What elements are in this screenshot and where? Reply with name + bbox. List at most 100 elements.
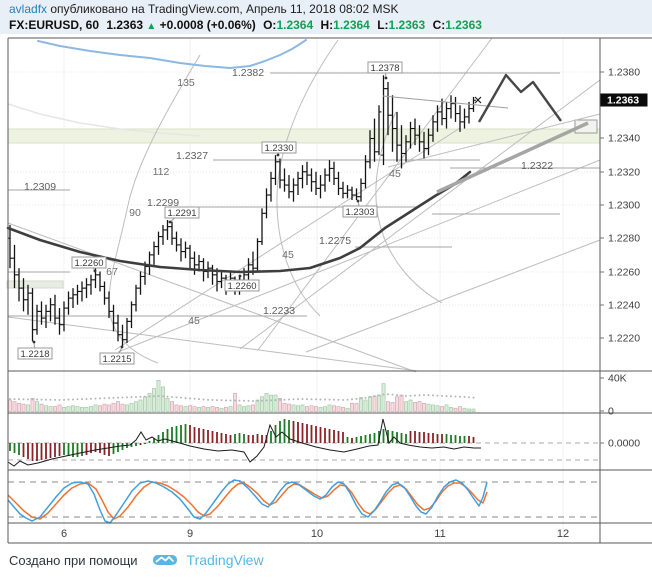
volume-ma-dot — [58, 398, 61, 401]
volume-ma-dot — [193, 397, 196, 400]
level-label: 1.2382 — [232, 67, 264, 79]
osc-histogram-bar — [166, 429, 169, 443]
volume-bar — [269, 394, 273, 412]
volume-bar — [206, 407, 210, 412]
price-axis[interactable] — [600, 38, 652, 543]
volume-ma-dot — [382, 393, 385, 396]
volume-bar — [300, 404, 305, 412]
osc-histogram-bar — [238, 433, 241, 443]
volume-bar — [291, 404, 296, 412]
pale-ma — [7, 103, 201, 137]
osc-histogram-bar — [18, 443, 20, 455]
borders — [7, 37, 652, 544]
volume-bar — [138, 399, 143, 412]
volume-bar — [287, 403, 291, 412]
volume-bar — [93, 404, 98, 412]
volume-ma-dot — [310, 398, 313, 401]
volume-ma-dot — [85, 397, 88, 400]
volume-ma-dot — [211, 399, 214, 402]
volume-bar — [417, 401, 422, 412]
osc-histogram-bar — [243, 434, 245, 443]
osc-histogram-bar — [252, 435, 254, 443]
volume-bar — [62, 407, 66, 412]
osc-histogram-bar — [31, 443, 34, 461]
volume-ma-dot — [144, 395, 146, 398]
osc-histogram-bar — [315, 426, 317, 443]
volume-ma-dot — [391, 393, 394, 396]
volume-bar — [233, 393, 237, 412]
volume-ma-dot — [198, 398, 200, 401]
volume-bar — [471, 408, 476, 412]
tradingview-brand-link[interactable]: TradingView — [186, 552, 264, 568]
volume-ma-dot — [207, 398, 209, 401]
volume-bar — [179, 405, 183, 412]
osc-histogram-bar — [121, 443, 124, 450]
volume-ma-dot — [450, 395, 452, 398]
volume-ma-dot — [184, 397, 187, 400]
volume-ma-dot — [373, 395, 376, 398]
callout-box — [342, 205, 378, 218]
osc-histogram-bar — [256, 434, 259, 443]
volume-bar — [440, 406, 444, 412]
volume-bar — [273, 394, 278, 412]
volume-bar — [314, 406, 318, 412]
volume-ma-dot — [333, 398, 335, 401]
osc-histogram-bar — [337, 431, 340, 443]
price-chart-area[interactable] — [8, 38, 600, 523]
volume-ma-dot — [468, 396, 470, 399]
volume-ma-dot — [405, 394, 407, 397]
gray-trend — [436, 121, 589, 194]
low-label: L: — [377, 18, 389, 32]
volume-bar — [66, 406, 71, 412]
callout-box — [261, 141, 297, 154]
osc-histogram-bar — [189, 425, 191, 443]
volume-bar — [57, 404, 62, 412]
gann-fan-line — [7, 222, 417, 373]
close-value: 1.2363 — [445, 18, 482, 32]
osc-histogram-bar — [49, 443, 52, 458]
osc-histogram-bar — [369, 434, 371, 443]
symbol-row: FX:EURUSD, 60 1.2363 ▲ +0.0008 (+0.06%) … — [9, 17, 652, 35]
osc-histogram-bar — [436, 434, 439, 443]
gann-angle-label: 112 — [153, 166, 170, 178]
volume-bar — [354, 402, 359, 412]
volume-bar — [102, 403, 107, 412]
osc-histogram-bar — [216, 432, 218, 443]
volume-bar — [408, 399, 413, 412]
time-tick-label: 12 — [557, 528, 569, 540]
volume-bar — [381, 383, 386, 412]
volume-ma-dot — [76, 398, 79, 401]
volume-ma-dot — [423, 394, 425, 397]
volume-ma-dot — [400, 394, 403, 397]
time-tick-label: 11 — [434, 528, 445, 540]
volume-ma-dot — [153, 395, 155, 398]
price-levels: 1.2382 1.2327 1.2322 1.2309 1.2299 1.2275 1.22… — [8, 67, 600, 317]
volume-ma-dot — [355, 397, 358, 400]
byline-text: опубликовано на TradingView.com, Апрель … — [47, 2, 399, 16]
gann-fan-line — [387, 113, 601, 168]
callout-box — [224, 279, 260, 292]
left-zone-rect — [6, 280, 64, 289]
volume-ma-dot — [279, 398, 281, 401]
callout-box — [164, 206, 200, 219]
volume-ma-dot — [360, 397, 362, 400]
osc-histogram-bar — [63, 443, 65, 455]
volume-bar — [129, 402, 134, 412]
osc-histogram-bar — [162, 432, 164, 443]
author-link[interactable]: avladfx — [9, 2, 48, 16]
volume-ma-dot — [54, 398, 56, 401]
volume-ma-dot — [342, 398, 344, 401]
osc-histogram-bar — [288, 420, 290, 443]
volume-ma-dot — [171, 395, 173, 398]
gann-drawing — [7, 37, 601, 373]
volume-bar — [467, 408, 471, 412]
low-value: 1.2363 — [388, 18, 426, 32]
volume-bar — [341, 407, 345, 412]
osc-histogram-bar — [54, 443, 56, 457]
osc-histogram-bar — [400, 433, 403, 443]
callout-anchor-dot — [120, 345, 124, 349]
osc-histogram-bar — [297, 422, 299, 443]
osc-histogram-bar — [13, 443, 16, 453]
osc-histogram-bar — [72, 443, 74, 457]
volume-bar — [453, 407, 458, 412]
